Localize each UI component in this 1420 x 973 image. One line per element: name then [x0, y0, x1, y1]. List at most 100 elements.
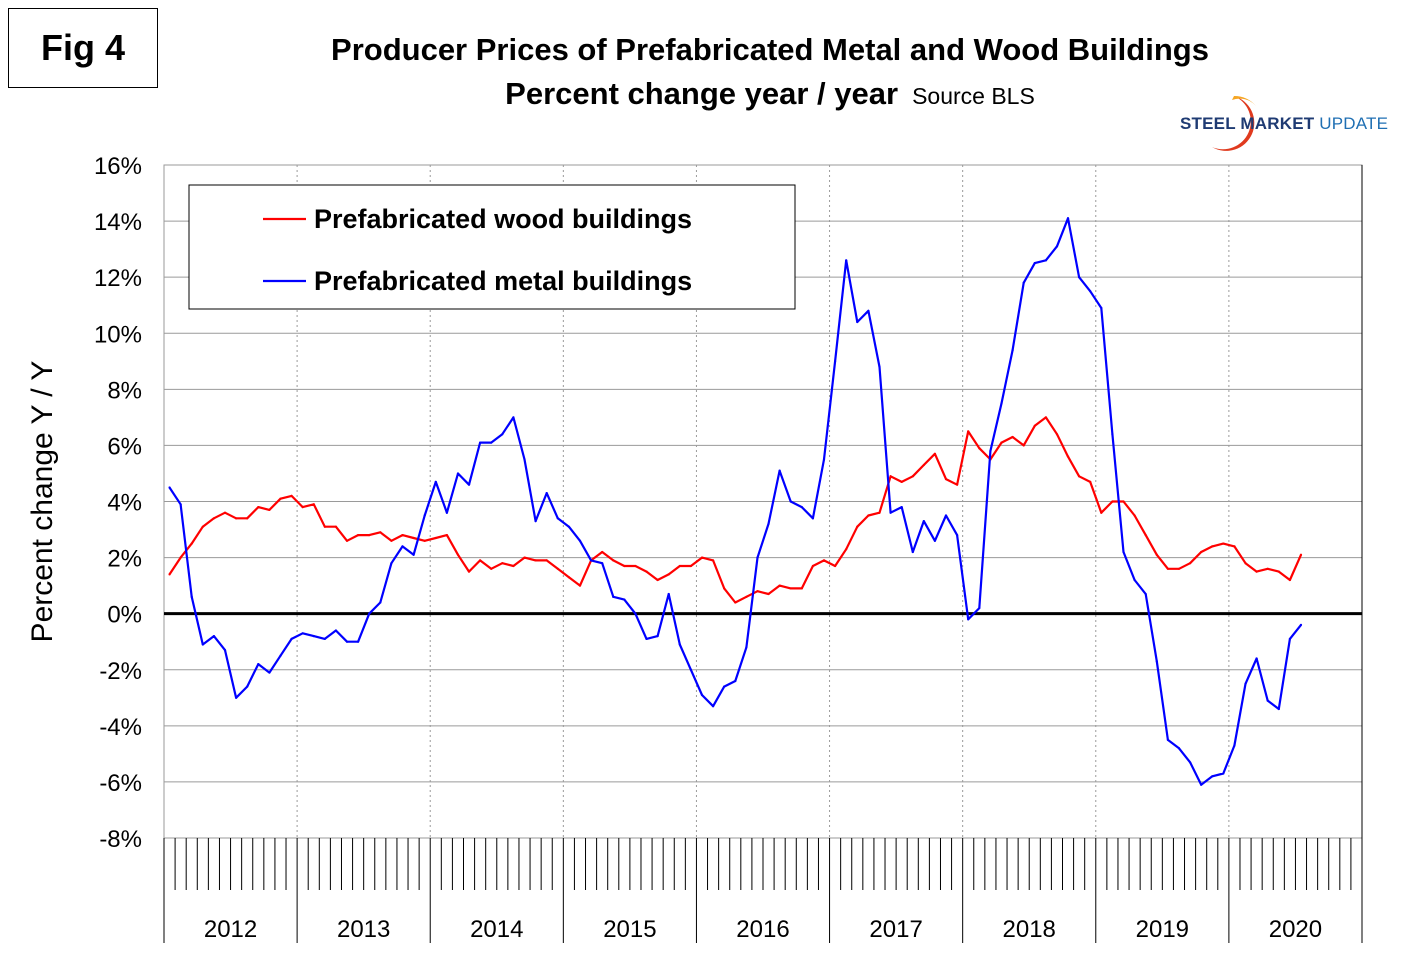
data-point-metal	[567, 525, 570, 528]
data-point-wood	[257, 506, 260, 509]
x-year-label: 2016	[736, 916, 789, 943]
data-point-wood	[1022, 444, 1025, 447]
data-point-metal	[523, 458, 526, 461]
data-point-wood	[789, 587, 792, 590]
data-point-wood	[1000, 441, 1003, 444]
data-point-wood	[1100, 511, 1103, 514]
data-point-wood	[933, 452, 937, 455]
x-year-label: 2014	[470, 916, 523, 943]
data-point-metal	[257, 663, 260, 666]
data-point-metal	[334, 629, 338, 632]
data-point-metal	[922, 520, 925, 523]
y-tick-label: 0%	[107, 602, 142, 629]
data-point-wood	[1155, 553, 1158, 556]
legend-box	[188, 184, 796, 310]
data-point-metal	[434, 480, 437, 483]
data-point-metal	[589, 559, 593, 562]
data-point-wood	[190, 542, 193, 545]
data-point-metal	[734, 679, 737, 683]
data-point-wood	[368, 534, 371, 537]
data-point-metal	[1266, 699, 1269, 702]
data-point-wood	[323, 525, 326, 528]
data-point-wood	[179, 556, 182, 559]
data-point-wood	[168, 573, 171, 576]
data-point-metal	[357, 640, 360, 643]
data-point-wood	[578, 584, 582, 587]
data-point-wood	[456, 553, 460, 556]
data-point-metal	[445, 511, 448, 514]
data-point-wood	[711, 559, 715, 562]
data-point-wood	[778, 584, 781, 587]
data-point-wood	[479, 559, 482, 562]
data-point-wood	[1044, 416, 1047, 419]
data-point-metal	[1078, 276, 1081, 279]
legend-label-wood: Prefabricated wood buildings	[314, 204, 692, 234]
data-point-metal	[179, 503, 182, 506]
data-point-wood	[834, 564, 837, 568]
data-point-metal	[556, 517, 559, 520]
data-point-wood	[379, 531, 382, 534]
data-point-metal	[578, 539, 582, 542]
y-tick-label: 4%	[107, 490, 142, 517]
data-point-metal	[401, 545, 404, 548]
legend-label-metal: Prefabricated metal buildings	[314, 266, 692, 296]
data-point-metal	[312, 635, 315, 638]
y-tick-label: 6%	[107, 433, 142, 460]
data-point-wood	[967, 430, 970, 433]
data-point-wood	[556, 567, 559, 570]
data-point-wood	[1078, 475, 1081, 478]
data-point-metal	[656, 635, 659, 638]
chart-title: Producer Prices of Prefabricated Metal a…	[331, 32, 1209, 67]
data-point-wood	[745, 595, 748, 598]
data-point-metal	[1222, 772, 1225, 775]
data-point-wood	[623, 564, 626, 568]
data-point-wood	[357, 534, 360, 537]
data-point-metal	[1089, 290, 1092, 293]
data-point-metal	[490, 441, 493, 444]
data-point-wood	[1166, 567, 1169, 570]
data-point-wood	[867, 514, 870, 517]
data-point-metal	[623, 598, 626, 601]
legend: Prefabricated wood buildings Prefabricate…	[188, 184, 796, 310]
data-point-metal	[545, 491, 548, 495]
data-point-metal	[967, 618, 970, 621]
data-point-metal	[1100, 306, 1103, 310]
data-point-wood	[645, 570, 648, 573]
data-point-metal	[822, 458, 826, 461]
data-point-metal	[778, 469, 781, 472]
data-point-metal	[1111, 433, 1114, 436]
data-point-wood	[612, 559, 615, 562]
data-point-metal	[1233, 744, 1236, 747]
data-point-wood	[634, 564, 637, 568]
data-point-wood	[1011, 435, 1014, 439]
data-point-wood	[445, 534, 448, 537]
data-point-wood	[656, 578, 659, 582]
data-point-wood	[390, 539, 393, 542]
data-point-metal	[235, 696, 238, 699]
data-point-wood	[1299, 553, 1303, 556]
data-point-metal	[1133, 578, 1136, 582]
data-point-wood	[734, 601, 737, 604]
data-point-metal	[379, 601, 382, 604]
data-point-metal	[1011, 348, 1014, 352]
data-point-wood	[1233, 545, 1236, 548]
data-point-metal	[700, 693, 704, 697]
data-point-wood	[1266, 567, 1269, 570]
logo-word-steel: STEEL	[1180, 114, 1236, 133]
data-point-metal	[1188, 761, 1192, 764]
y-tick-label: -2%	[99, 658, 142, 685]
data-point-metal	[368, 612, 371, 615]
data-point-metal	[1155, 660, 1158, 663]
data-point-metal	[1211, 775, 1214, 778]
data-point-metal	[601, 562, 604, 565]
data-point-wood	[512, 564, 515, 568]
data-point-wood	[756, 590, 759, 593]
data-point-metal	[944, 514, 948, 517]
data-point-wood	[978, 447, 981, 450]
data-point-metal	[900, 506, 903, 509]
y-axis-label: Percent change Y / Y	[26, 361, 59, 643]
data-point-wood	[567, 576, 570, 579]
data-point-wood	[1089, 480, 1092, 483]
data-point-wood	[1222, 542, 1225, 545]
data-point-wood	[1033, 424, 1036, 427]
